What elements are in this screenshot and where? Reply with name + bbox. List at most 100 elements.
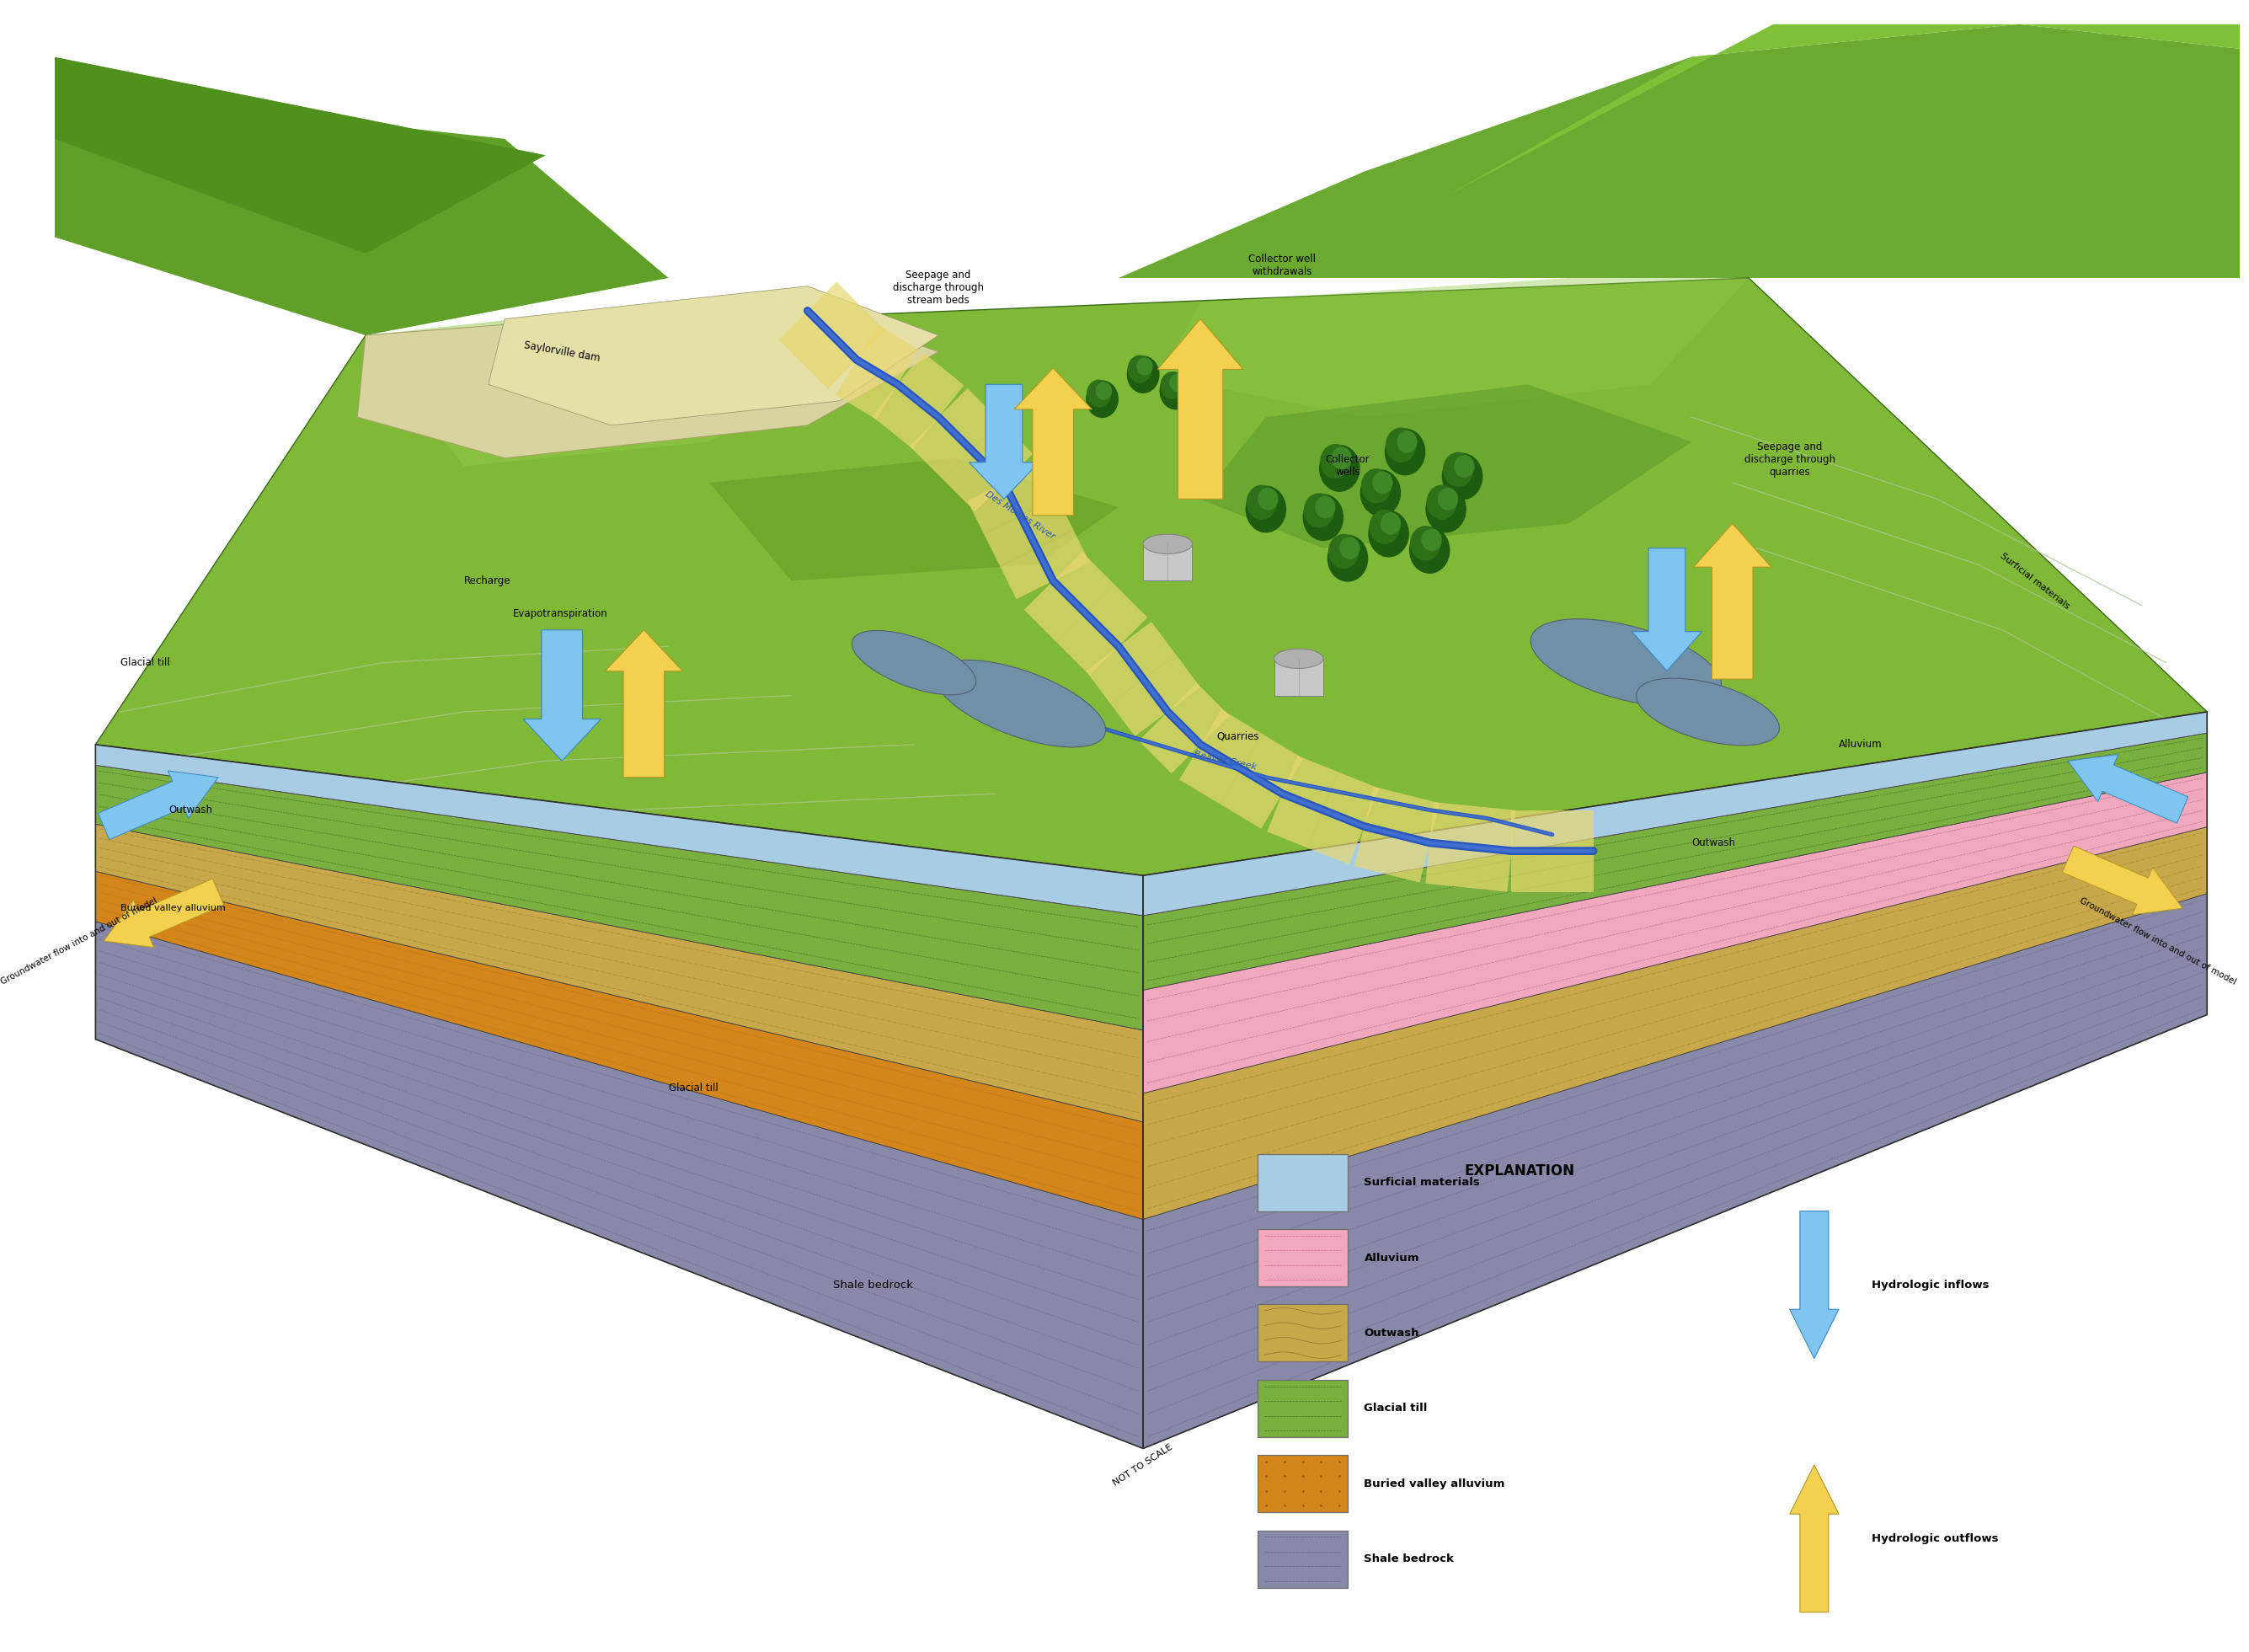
Text: Buried valley alluvium: Buried valley alluvium <box>119 904 225 912</box>
Polygon shape <box>1426 558 1433 573</box>
Ellipse shape <box>1340 537 1361 560</box>
FancyArrow shape <box>99 771 218 839</box>
Bar <box>1257 1530 1347 1588</box>
Text: Collector
wells: Collector wells <box>1325 454 1370 477</box>
Polygon shape <box>1001 530 1091 600</box>
Text: Glacial till: Glacial till <box>1365 1403 1428 1414</box>
Polygon shape <box>94 278 2206 876</box>
Text: Recharge: Recharge <box>463 575 511 586</box>
Polygon shape <box>909 388 1001 479</box>
Polygon shape <box>873 352 965 449</box>
Polygon shape <box>1178 709 1262 805</box>
Text: Saylorville dam: Saylorville dam <box>524 340 600 363</box>
Polygon shape <box>1160 278 1750 418</box>
Polygon shape <box>1142 544 1192 582</box>
Ellipse shape <box>1361 469 1392 504</box>
Ellipse shape <box>1160 372 1192 410</box>
Polygon shape <box>1142 773 2206 1094</box>
Ellipse shape <box>1361 469 1401 517</box>
Ellipse shape <box>1442 453 1482 501</box>
Ellipse shape <box>1160 372 1185 400</box>
FancyArrow shape <box>1790 1211 1840 1358</box>
Polygon shape <box>708 458 1118 582</box>
Bar <box>1257 1455 1347 1512</box>
Polygon shape <box>1345 567 1352 582</box>
Polygon shape <box>1426 803 1516 892</box>
Text: Collector well
withdrawals: Collector well withdrawals <box>1248 253 1316 278</box>
Polygon shape <box>94 745 1142 915</box>
Polygon shape <box>1086 621 1176 704</box>
Text: Outwash: Outwash <box>1365 1328 1419 1338</box>
Ellipse shape <box>1246 486 1286 532</box>
FancyArrow shape <box>605 629 684 778</box>
Polygon shape <box>1201 385 1691 548</box>
Polygon shape <box>1354 786 1439 882</box>
Polygon shape <box>1140 382 1147 393</box>
Ellipse shape <box>1426 486 1466 532</box>
Ellipse shape <box>852 631 976 695</box>
Text: Groundwater flow into and out of model: Groundwater flow into and out of model <box>2078 895 2238 986</box>
Ellipse shape <box>1169 373 1185 392</box>
Ellipse shape <box>1086 380 1118 418</box>
Polygon shape <box>1266 755 1338 847</box>
Ellipse shape <box>1421 529 1442 552</box>
Text: Hydrologic outflows: Hydrologic outflows <box>1871 1533 1999 1545</box>
FancyArrow shape <box>969 385 1039 499</box>
FancyArrow shape <box>1633 548 1702 671</box>
Polygon shape <box>358 302 938 458</box>
Ellipse shape <box>936 661 1107 747</box>
FancyArrow shape <box>2069 755 2188 823</box>
Text: Surficial materials: Surficial materials <box>1365 1176 1480 1188</box>
Ellipse shape <box>1320 444 1361 492</box>
Ellipse shape <box>1397 431 1417 453</box>
Text: Outwash: Outwash <box>1691 838 1736 847</box>
Polygon shape <box>1221 733 1304 829</box>
Text: Buried valley alluvium: Buried valley alluvium <box>1365 1479 1505 1488</box>
Polygon shape <box>1142 828 2206 1219</box>
Text: Surficial materials: Surficial materials <box>1999 552 2071 611</box>
Ellipse shape <box>1327 535 1367 582</box>
Text: Seepage and
discharge through
stream beds: Seepage and discharge through stream bed… <box>893 269 985 306</box>
Polygon shape <box>94 922 1142 1449</box>
Polygon shape <box>1446 25 2240 197</box>
Ellipse shape <box>1136 357 1154 375</box>
Ellipse shape <box>1370 509 1399 544</box>
Ellipse shape <box>1246 486 1277 520</box>
Polygon shape <box>837 325 918 420</box>
Polygon shape <box>1142 894 2206 1449</box>
FancyArrow shape <box>103 879 225 948</box>
Text: Seepage and
discharge through
quarries: Seepage and discharge through quarries <box>1745 441 1835 477</box>
Text: Shale bedrock: Shale bedrock <box>832 1279 913 1290</box>
Polygon shape <box>94 871 1142 1219</box>
Polygon shape <box>1023 552 1116 643</box>
Ellipse shape <box>1532 620 1720 707</box>
Polygon shape <box>94 765 1142 1031</box>
Ellipse shape <box>1372 471 1392 494</box>
Bar <box>1257 1379 1347 1437</box>
Text: Glacial till: Glacial till <box>119 657 169 667</box>
Polygon shape <box>1442 517 1448 532</box>
Polygon shape <box>1057 585 1147 676</box>
Ellipse shape <box>1086 380 1111 408</box>
Ellipse shape <box>1329 534 1358 568</box>
Ellipse shape <box>1127 355 1151 383</box>
Polygon shape <box>1401 461 1408 474</box>
Polygon shape <box>1309 771 1379 864</box>
Text: Alluvium: Alluvium <box>1365 1252 1419 1264</box>
Ellipse shape <box>1302 494 1343 540</box>
Polygon shape <box>367 302 873 466</box>
Ellipse shape <box>1367 510 1410 557</box>
Polygon shape <box>1511 809 1592 892</box>
Ellipse shape <box>1385 428 1417 463</box>
Text: Outwash: Outwash <box>169 805 214 816</box>
Polygon shape <box>1262 517 1268 532</box>
Ellipse shape <box>1637 679 1779 745</box>
Ellipse shape <box>1385 428 1426 476</box>
Text: Beaver Creek: Beaver Creek <box>1192 750 1257 771</box>
Text: Hydrologic inflows: Hydrologic inflows <box>1871 1279 1988 1290</box>
Polygon shape <box>488 286 938 425</box>
Ellipse shape <box>1275 649 1322 669</box>
Text: NOT TO SCALE: NOT TO SCALE <box>1111 1442 1174 1487</box>
Ellipse shape <box>1331 446 1352 469</box>
Polygon shape <box>1138 682 1230 773</box>
